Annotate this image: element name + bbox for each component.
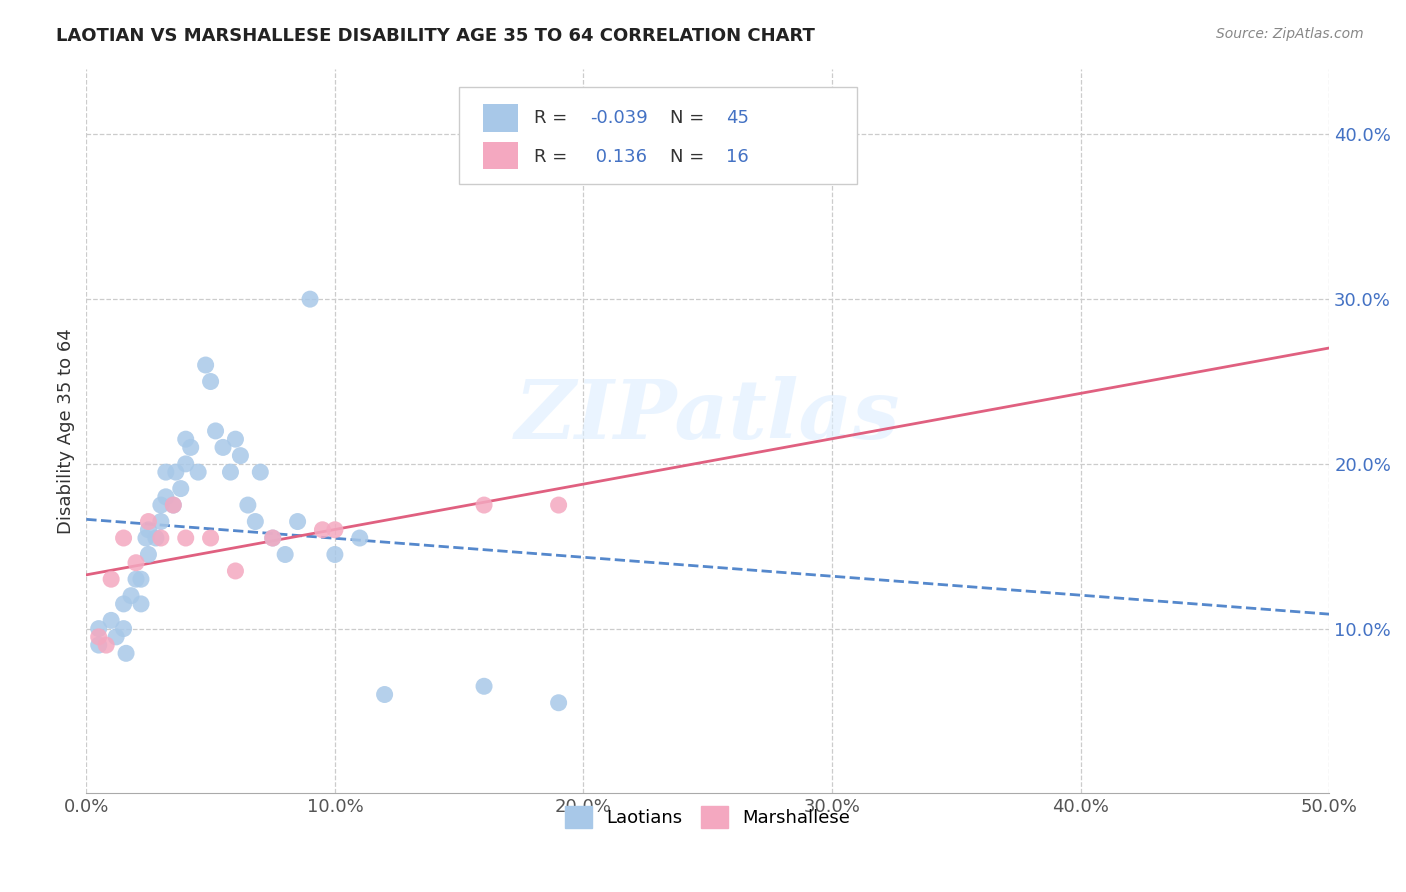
Point bbox=[287, 515, 309, 529]
Text: R =: R = bbox=[534, 109, 572, 127]
Point bbox=[187, 465, 209, 479]
Point bbox=[112, 622, 135, 636]
Point bbox=[138, 515, 160, 529]
Point bbox=[180, 441, 202, 455]
FancyBboxPatch shape bbox=[482, 104, 517, 132]
Point bbox=[229, 449, 252, 463]
Text: 45: 45 bbox=[727, 109, 749, 127]
Point bbox=[165, 465, 187, 479]
Point bbox=[125, 572, 148, 586]
Point bbox=[224, 432, 246, 446]
Point bbox=[249, 465, 271, 479]
Point bbox=[547, 696, 569, 710]
Point bbox=[155, 465, 177, 479]
Point bbox=[96, 638, 118, 652]
Point bbox=[200, 375, 222, 389]
Legend: Laotians, Marshallese: Laotians, Marshallese bbox=[558, 798, 858, 835]
Point bbox=[323, 523, 346, 537]
Point bbox=[374, 688, 396, 702]
Point bbox=[129, 597, 152, 611]
Point bbox=[155, 490, 177, 504]
Point bbox=[120, 589, 142, 603]
Point bbox=[87, 630, 110, 644]
Y-axis label: Disability Age 35 to 64: Disability Age 35 to 64 bbox=[58, 328, 75, 533]
Text: 16: 16 bbox=[727, 148, 749, 166]
Text: 0.136: 0.136 bbox=[589, 148, 647, 166]
Point bbox=[135, 531, 157, 545]
Point bbox=[105, 630, 128, 644]
Point bbox=[262, 531, 284, 545]
Point bbox=[236, 498, 259, 512]
Point bbox=[138, 523, 160, 537]
Point bbox=[138, 548, 160, 562]
Point bbox=[149, 531, 172, 545]
Text: N =: N = bbox=[671, 148, 710, 166]
Text: Source: ZipAtlas.com: Source: ZipAtlas.com bbox=[1216, 27, 1364, 41]
Text: -0.039: -0.039 bbox=[589, 109, 647, 127]
Point bbox=[349, 531, 371, 545]
Point bbox=[212, 441, 235, 455]
Point bbox=[174, 531, 197, 545]
Point bbox=[204, 424, 226, 438]
FancyBboxPatch shape bbox=[460, 87, 856, 185]
Point bbox=[100, 613, 122, 627]
Point bbox=[472, 679, 495, 693]
Text: N =: N = bbox=[671, 109, 710, 127]
Point bbox=[274, 548, 297, 562]
Point bbox=[149, 498, 172, 512]
Point bbox=[200, 531, 222, 545]
Point bbox=[115, 646, 138, 660]
Point bbox=[87, 638, 110, 652]
Point bbox=[194, 358, 217, 372]
Point bbox=[245, 515, 267, 529]
Point bbox=[174, 432, 197, 446]
Point bbox=[162, 498, 184, 512]
Point bbox=[100, 572, 122, 586]
Point bbox=[174, 457, 197, 471]
Point bbox=[472, 498, 495, 512]
Text: R =: R = bbox=[534, 148, 572, 166]
Point bbox=[112, 531, 135, 545]
Point bbox=[323, 548, 346, 562]
Point bbox=[299, 292, 322, 306]
Point bbox=[311, 523, 333, 537]
Point bbox=[149, 515, 172, 529]
FancyBboxPatch shape bbox=[482, 142, 517, 169]
Point bbox=[170, 482, 193, 496]
Point bbox=[262, 531, 284, 545]
Point bbox=[224, 564, 246, 578]
Point bbox=[162, 498, 184, 512]
Text: LAOTIAN VS MARSHALLESE DISABILITY AGE 35 TO 64 CORRELATION CHART: LAOTIAN VS MARSHALLESE DISABILITY AGE 35… bbox=[56, 27, 815, 45]
Point bbox=[125, 556, 148, 570]
Point bbox=[145, 531, 167, 545]
Point bbox=[87, 622, 110, 636]
Point bbox=[129, 572, 152, 586]
Text: ZIPatlas: ZIPatlas bbox=[515, 376, 900, 457]
Point bbox=[547, 498, 569, 512]
Point bbox=[112, 597, 135, 611]
Point bbox=[219, 465, 242, 479]
